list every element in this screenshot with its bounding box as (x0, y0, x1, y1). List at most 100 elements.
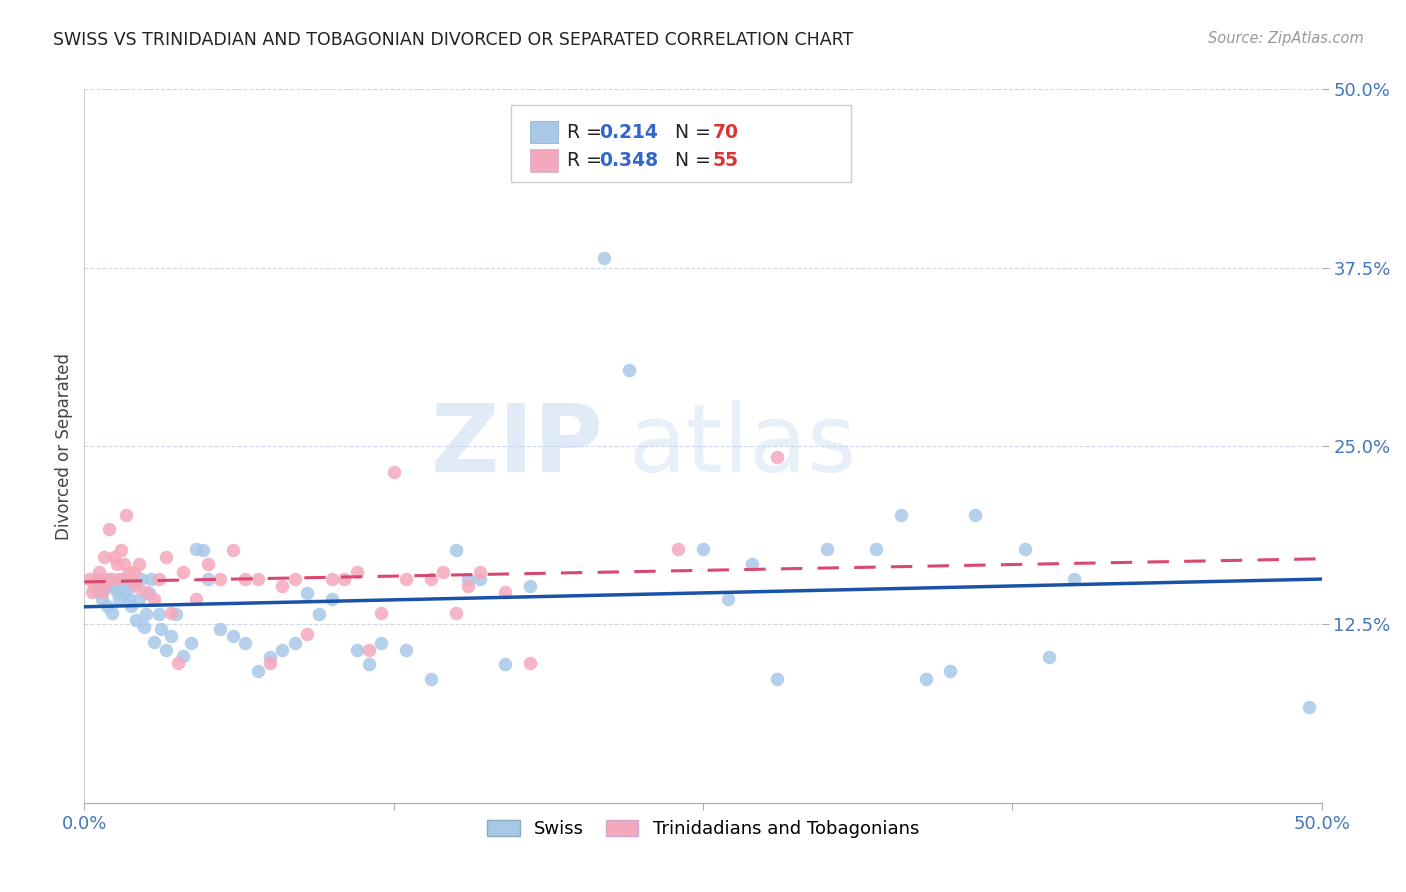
Point (321, 591, 343, 606)
FancyBboxPatch shape (512, 105, 852, 182)
Point (593, 251, 616, 265)
Y-axis label: Divorced or Separated: Divorced or Separated (55, 352, 73, 540)
Point (180, 636, 202, 650)
Point (1014, 541, 1036, 556)
Point (148, 607, 170, 622)
Point (717, 591, 740, 606)
Point (939, 665, 962, 679)
Point (333, 572, 356, 586)
Point (191, 543, 214, 558)
Point (118, 565, 141, 579)
Point (357, 643, 380, 657)
Point (93, 577, 115, 591)
Point (165, 607, 187, 622)
Point (865, 541, 887, 556)
Point (96, 599, 118, 613)
Point (184, 541, 207, 556)
Point (89, 565, 111, 579)
Point (197, 558, 219, 572)
Point (346, 643, 368, 657)
Point (444, 543, 467, 558)
Point (209, 622, 232, 636)
Text: 55: 55 (713, 151, 740, 170)
Point (105, 584, 128, 599)
Point (167, 656, 190, 670)
Point (295, 627, 318, 641)
Point (741, 558, 763, 572)
Point (357, 657, 380, 672)
Point (128, 558, 150, 572)
Point (83, 579, 105, 593)
Point (103, 550, 125, 565)
FancyBboxPatch shape (530, 120, 558, 144)
Point (148, 572, 170, 586)
Point (470, 572, 492, 586)
Point (160, 629, 183, 643)
Text: ZIP: ZIP (432, 400, 605, 492)
Point (271, 643, 294, 657)
Point (103, 580, 125, 594)
Point (308, 607, 330, 622)
Text: 70: 70 (713, 122, 740, 142)
Point (295, 586, 318, 600)
Point (172, 648, 194, 663)
Point (96, 572, 118, 586)
Point (233, 636, 256, 650)
Point (89, 584, 111, 599)
Point (125, 579, 148, 593)
Point (100, 606, 122, 620)
Point (259, 650, 281, 665)
Point (890, 508, 912, 522)
Text: N =: N = (664, 122, 717, 142)
Point (209, 572, 232, 586)
Point (766, 672, 789, 686)
Point (108, 591, 131, 606)
Point (112, 558, 135, 572)
Point (457, 579, 479, 593)
Point (965, 508, 987, 522)
Point (93, 550, 115, 565)
Point (519, 656, 541, 670)
Point (321, 572, 343, 586)
Point (395, 643, 418, 657)
Point (93, 582, 115, 596)
Point (118, 591, 141, 606)
Text: 0.214: 0.214 (599, 122, 658, 142)
Point (132, 620, 155, 634)
Point (346, 565, 368, 579)
Point (155, 550, 177, 565)
Point (914, 672, 936, 686)
Point (142, 591, 165, 606)
Point (120, 572, 142, 586)
Point (79, 572, 101, 586)
Point (108, 572, 131, 586)
Point (494, 584, 516, 599)
Point (110, 543, 132, 558)
Point (617, 363, 640, 377)
Point (815, 541, 838, 556)
Point (135, 584, 157, 599)
Point (246, 665, 269, 679)
Point (382, 465, 405, 479)
Point (115, 508, 138, 522)
Point (666, 541, 689, 556)
Point (444, 606, 467, 620)
Point (197, 572, 219, 586)
Point (370, 636, 392, 650)
Point (90, 591, 112, 606)
Text: 0.348: 0.348 (599, 151, 658, 170)
Point (271, 579, 294, 593)
Point (172, 565, 194, 579)
Point (222, 543, 245, 558)
Point (100, 572, 122, 586)
Point (141, 572, 163, 586)
Point (395, 572, 418, 586)
Text: SWISS VS TRINIDADIAN AND TOBAGONIAN DIVORCED OR SEPARATED CORRELATION CHART: SWISS VS TRINIDADIAN AND TOBAGONIAN DIVO… (53, 31, 853, 49)
Point (419, 572, 441, 586)
Point (160, 606, 183, 620)
Point (284, 572, 307, 586)
Text: R =: R = (567, 151, 607, 170)
Point (432, 565, 454, 579)
Point (222, 629, 245, 643)
Point (83, 574, 105, 589)
